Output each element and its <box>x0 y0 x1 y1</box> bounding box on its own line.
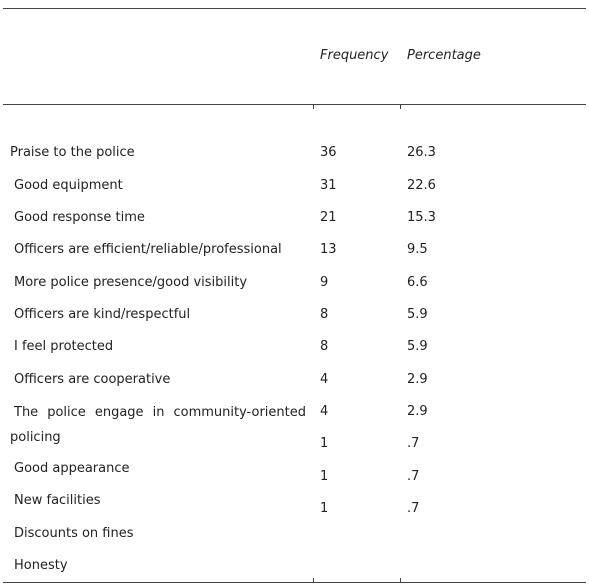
frequency-cell: 9 <box>320 275 329 290</box>
percentage-cell: .7 <box>407 469 420 484</box>
percentage-cell: 5.9 <box>407 307 428 322</box>
frequency-cell: 31 <box>320 178 337 193</box>
row-label: Honesty <box>14 558 68 573</box>
row-label: Good response time <box>14 210 145 225</box>
percentage-cell: .7 <box>407 436 420 451</box>
rule-bottom <box>3 582 586 583</box>
column-tick <box>313 578 314 582</box>
row-label: Good appearance <box>14 461 130 476</box>
row-label: Officers are kind/respectful <box>14 307 191 322</box>
row-label: Discounts on fines <box>14 526 134 541</box>
frequency-cell: 21 <box>320 210 337 225</box>
column-tick <box>400 105 401 109</box>
frequency-cell: 1 <box>320 436 329 451</box>
frequency-cell: 8 <box>320 307 329 322</box>
row-label: More police presence/good visibility <box>14 275 248 290</box>
rule-top <box>3 8 586 9</box>
percentage-cell: 2.9 <box>407 372 428 387</box>
row-label: Praise to the police <box>10 145 135 160</box>
percentage-cell: .7 <box>407 501 420 516</box>
percentage-cell: 9.5 <box>407 242 428 257</box>
percentage-cell: 26.3 <box>407 145 436 160</box>
frequency-cell: 1 <box>320 501 329 516</box>
frequency-cell: 1 <box>320 469 329 484</box>
row-label: Good equipment <box>14 178 123 193</box>
percentage-cell: 5.9 <box>407 339 428 354</box>
column-header: Frequency <box>320 48 389 63</box>
frequency-cell: 13 <box>320 242 337 257</box>
percentage-cell: 2.9 <box>407 404 428 419</box>
percentage-cell: 6.6 <box>407 275 428 290</box>
percentage-cell: 22.6 <box>407 178 436 193</box>
column-tick <box>313 105 314 109</box>
row-label: Officers are efficient/reliable/professi… <box>14 242 282 257</box>
rule-header <box>3 104 586 105</box>
column-tick <box>400 578 401 582</box>
frequency-cell: 4 <box>320 404 329 419</box>
row-label: New facilities <box>14 493 101 508</box>
row-label: The police engage in community-oriented … <box>10 405 306 445</box>
frequency-cell: 36 <box>320 145 337 160</box>
row-label: Officers are cooperative <box>14 372 171 387</box>
frequency-cell: 8 <box>320 339 329 354</box>
percentage-cell: 15.3 <box>407 210 436 225</box>
row-label: I feel protected <box>14 339 114 354</box>
frequency-cell: 4 <box>320 372 329 387</box>
column-header: Percentage <box>407 48 481 63</box>
